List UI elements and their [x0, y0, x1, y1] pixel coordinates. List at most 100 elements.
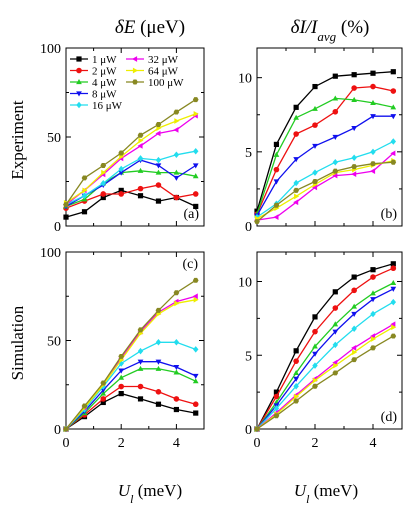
data-point — [351, 164, 358, 170]
data-point — [370, 83, 376, 90]
y-tick-label: 0 — [245, 423, 252, 438]
data-point — [351, 274, 357, 280]
series-8μW — [254, 114, 397, 219]
data-point — [118, 391, 124, 397]
data-point — [351, 171, 357, 177]
data-point — [293, 398, 300, 404]
data-point — [370, 267, 376, 273]
data-point — [351, 345, 357, 351]
data-point — [155, 359, 162, 365]
series-line — [256, 326, 394, 430]
xlabel-right: Ul (meV) — [294, 481, 358, 506]
data-point — [273, 413, 280, 419]
legend-label: 16 μW — [92, 100, 123, 112]
y-tick-label: 0 — [54, 423, 61, 438]
panel-d: 0 5 10 0 2 4 (d) — [238, 251, 403, 451]
series-2μW — [254, 265, 397, 432]
data-point — [293, 114, 300, 120]
legend-label: 4 μW — [92, 77, 117, 89]
x-tick-label: 4 — [370, 436, 377, 451]
data-point — [390, 265, 397, 272]
data-point — [173, 175, 180, 181]
data-point — [312, 179, 318, 184]
data-point — [192, 401, 199, 408]
data-point — [370, 290, 376, 296]
series-line — [65, 361, 196, 430]
panel-c: 0 50 100 0 2 4 (c) — [40, 246, 205, 451]
data-point — [370, 297, 376, 303]
data-point — [390, 261, 396, 267]
row-label-simulation: Simulation — [8, 305, 27, 380]
col-title-right: δI/Iavg (%) — [291, 17, 370, 44]
data-point — [273, 405, 280, 412]
series-line — [65, 299, 196, 430]
data-point — [138, 137, 144, 144]
y-tick-label: 50 — [47, 335, 61, 350]
series-line — [256, 152, 394, 221]
data-point — [137, 396, 144, 402]
data-point — [332, 289, 338, 295]
data-point — [351, 126, 358, 132]
data-point — [137, 143, 143, 149]
data-point — [118, 150, 125, 156]
data-point — [351, 287, 357, 294]
data-point — [273, 179, 280, 185]
legend-marker — [76, 79, 82, 85]
series-line — [256, 71, 394, 212]
data-point — [192, 373, 199, 379]
data-point — [155, 389, 162, 395]
data-point — [390, 286, 397, 292]
legend-marker — [132, 67, 138, 74]
data-point — [118, 170, 125, 176]
panel-label: (d) — [381, 410, 398, 425]
data-point — [351, 154, 357, 162]
data-point — [293, 157, 300, 163]
data-point — [312, 184, 318, 191]
data-point — [390, 138, 397, 145]
data-point — [118, 191, 124, 197]
data-point — [332, 108, 339, 115]
data-point — [137, 167, 144, 173]
data-point — [332, 168, 339, 174]
data-point — [390, 69, 396, 75]
data-point — [370, 310, 376, 318]
data-point — [351, 96, 358, 102]
data-point — [273, 202, 280, 208]
data-point — [137, 365, 144, 371]
data-point — [390, 159, 397, 165]
data-point — [312, 328, 318, 335]
y-tick-label: 100 — [40, 246, 61, 261]
data-point — [293, 179, 299, 187]
data-point — [193, 203, 199, 210]
series-line — [256, 301, 394, 430]
series-line — [65, 150, 196, 206]
data-point — [155, 307, 162, 313]
series-line — [65, 368, 196, 430]
data-point — [155, 163, 162, 169]
data-point — [173, 290, 180, 296]
data-point — [293, 199, 299, 206]
y-tick-label: 0 — [54, 220, 61, 235]
data-point — [173, 151, 180, 159]
data-point — [63, 214, 69, 220]
series-line — [256, 97, 394, 215]
series-line — [65, 99, 197, 205]
data-point — [155, 182, 162, 188]
legend-label: 8 μW — [92, 89, 117, 101]
data-point — [332, 370, 339, 376]
data-point — [273, 393, 280, 400]
data-point — [192, 191, 199, 197]
data-point — [390, 279, 397, 286]
data-point — [293, 187, 300, 193]
data-point — [254, 426, 260, 432]
data-point — [192, 277, 199, 283]
data-point — [118, 353, 125, 359]
data-point — [118, 368, 125, 374]
data-point — [173, 109, 180, 115]
data-point — [155, 130, 161, 137]
data-point — [273, 151, 280, 157]
series-1μW — [63, 187, 199, 220]
data-point — [390, 104, 397, 110]
